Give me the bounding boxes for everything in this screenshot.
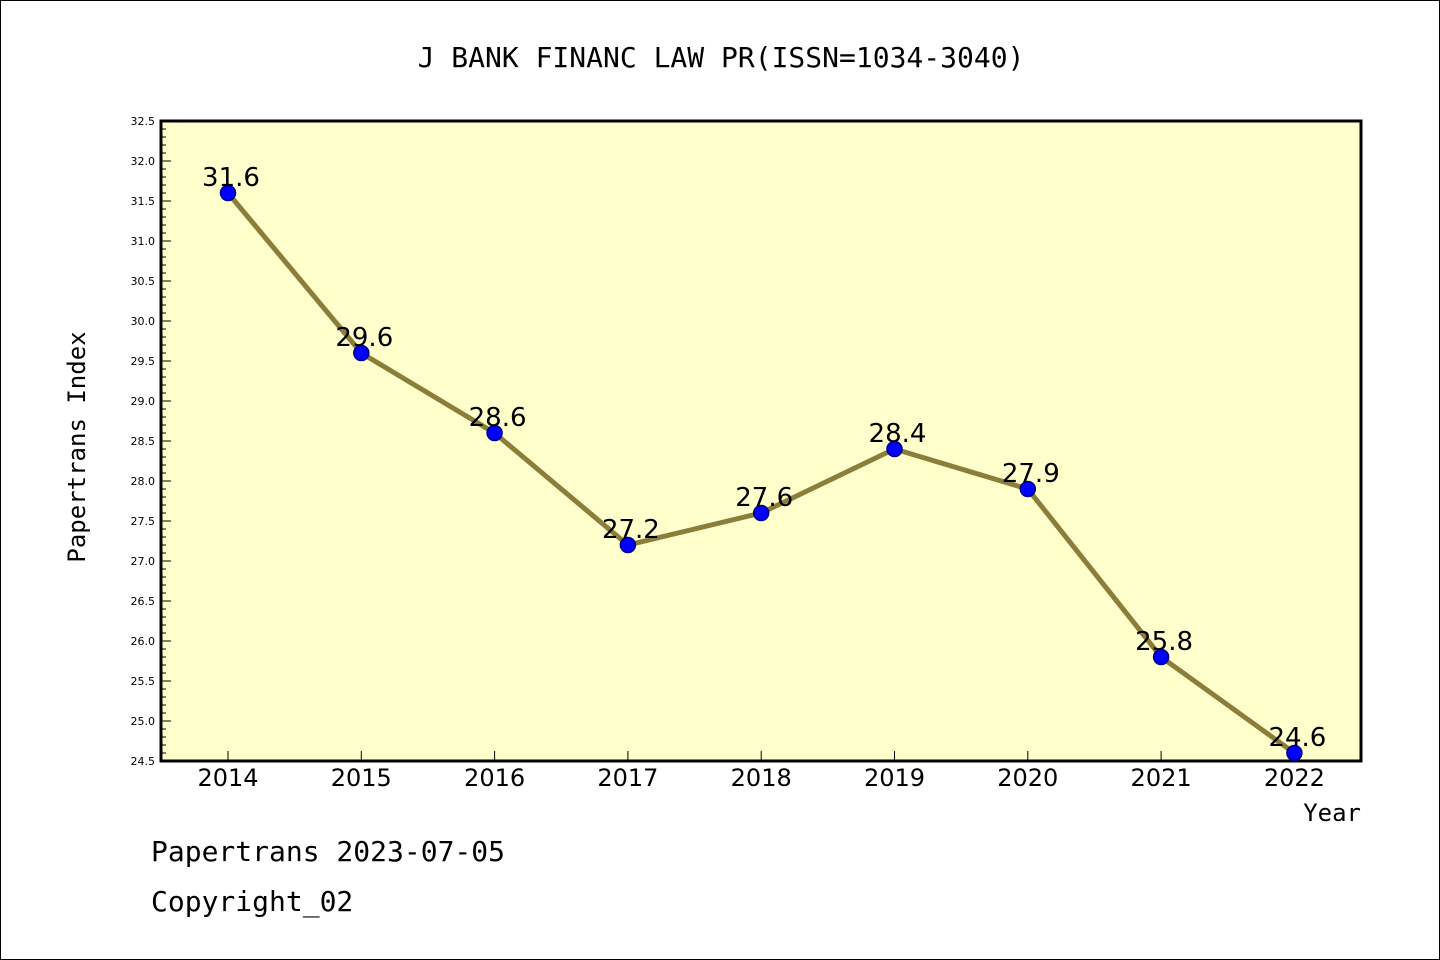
series-papertrans-index: [219, 184, 1303, 762]
chart-title: J BANK FINANC LAW PR(ISSN=1034-3040): [418, 41, 1025, 74]
x-axis-ticks: 2014 2015 2016 2017 2018 2019 2020 2021 2022: [197, 751, 1325, 792]
x-tick-label: 2017: [597, 764, 658, 792]
y-tick-label: 29.0: [131, 395, 156, 408]
data-labels: 31.6 29.6 28.6 27.2 27.6 28.4 27.9 25.8 24.6: [202, 163, 1326, 753]
y-tick-label: 28.0: [131, 475, 156, 488]
data-label-2016: 28.6: [469, 403, 527, 433]
data-point-2018: [752, 504, 770, 522]
data-label-2020: 27.9: [1002, 459, 1060, 489]
x-tick-label: 2021: [1131, 764, 1192, 792]
y-tick-label: 29.5: [131, 355, 156, 368]
y-tick-label: 32.0: [131, 155, 156, 168]
data-point-2017: [619, 536, 637, 554]
data-label-2015: 29.6: [335, 323, 393, 353]
data-label-2019: 28.4: [869, 419, 927, 449]
data-point-2020: [1019, 480, 1037, 498]
data-label-2021: 25.8: [1135, 627, 1193, 657]
y-tick-label: 25.0: [131, 715, 156, 728]
data-point-2019: [886, 440, 903, 458]
y-tick-label: 25.5: [131, 675, 156, 688]
data-point-2015: [353, 344, 370, 362]
y-tick-label: 27.5: [131, 515, 156, 528]
y-tick-label: 31.0: [131, 235, 156, 248]
x-tick-label: 2018: [731, 764, 792, 792]
footer-date: Papertrans 2023-07-05: [151, 835, 506, 868]
data-label-2017: 27.2: [602, 515, 660, 545]
y-tick-label: 32.5: [131, 115, 156, 128]
y-tick-label: 30.0: [131, 315, 156, 328]
x-tick-label: 2014: [197, 764, 258, 792]
x-tick-label: 2022: [1264, 764, 1325, 792]
x-tick-label: 2019: [864, 764, 925, 792]
x-axis-title: Year: [1303, 799, 1361, 827]
y-tick-label: 26.0: [131, 635, 156, 648]
y-tick-label: 30.5: [131, 275, 156, 288]
plot-area: [159, 119, 1363, 763]
data-label-2018: 27.6: [735, 483, 793, 513]
x-tick-label: 2016: [464, 764, 525, 792]
x-tick-label: 2020: [997, 764, 1058, 792]
y-tick-label: 26.5: [131, 595, 156, 608]
y-tick-label: 28.5: [131, 435, 156, 448]
data-point-2016: [486, 424, 503, 442]
y-axis-ticks: 24.5 25.0 25.5 26.0 26.5 27.0 27.5 28.0 28.5 29.0…: [131, 115, 171, 768]
data-label-2022: 24.6: [1268, 723, 1326, 753]
y-tick-label: 24.5: [131, 755, 156, 768]
x-tick-label: 2015: [331, 764, 392, 792]
y-axis-title: Papertrans Index: [63, 331, 91, 562]
y-tick-label: 27.0: [131, 555, 156, 568]
y-tick-label: 31.5: [131, 195, 156, 208]
data-point-2021: [1152, 648, 1170, 666]
data-point-2022: [1286, 744, 1303, 762]
data-label-2014: 31.6: [202, 163, 260, 193]
footer-copyright: Copyright_02: [151, 885, 354, 918]
data-point-2014: [219, 184, 237, 202]
